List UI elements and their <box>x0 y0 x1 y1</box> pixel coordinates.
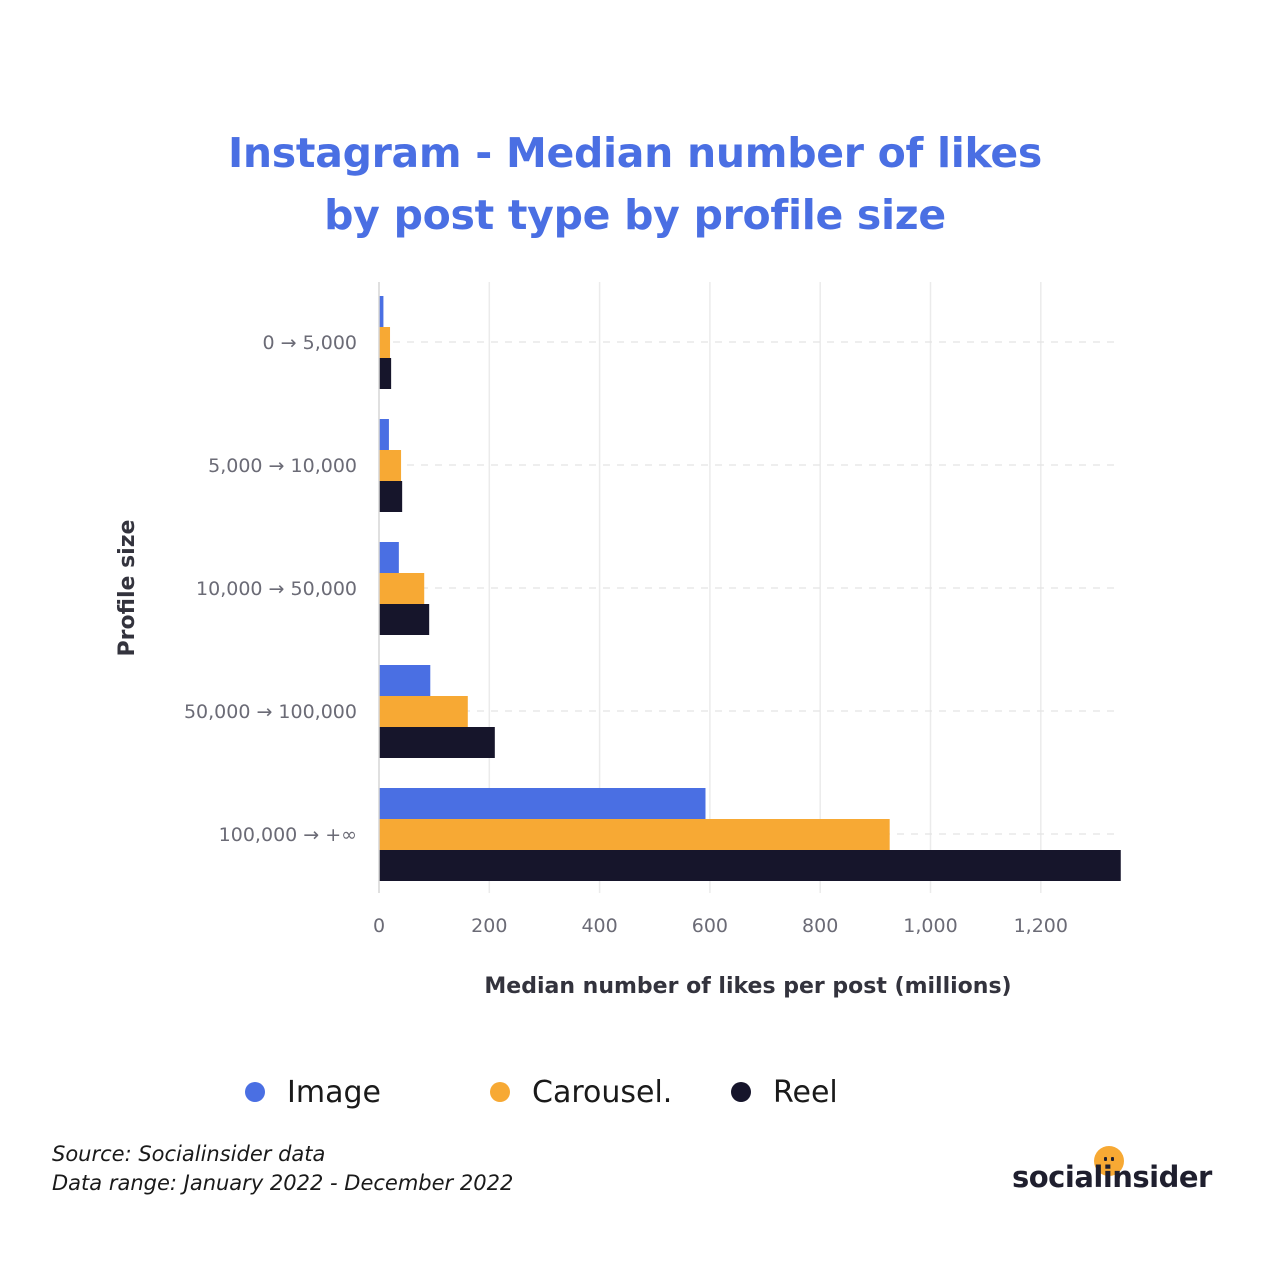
bar-image-3 <box>379 542 399 573</box>
brand-logo-eyes <box>1104 1157 1114 1161</box>
bar-reel-3 <box>379 604 430 635</box>
legend-item-reel: Reel <box>731 1070 838 1114</box>
source-line: Source: Socialinsider data <box>52 1142 326 1166</box>
x-tick-label: 1,200 <box>1014 915 1068 937</box>
legend-label-image: Image <box>287 1074 381 1110</box>
brand-logo-wordmark: socialinsider <box>1012 1160 1212 1194</box>
bar-carousel-2 <box>379 450 402 481</box>
bar-chart: 0 → 5,000 5,000 → 10,000 10,000 → 50,000 50… <box>115 282 1121 999</box>
x-tick-label: 400 <box>581 915 617 937</box>
legend-label-carousel: Carousel. <box>532 1074 673 1110</box>
data-range-line: Data range: January 2022 - December 2022 <box>52 1171 514 1195</box>
source-note: Source: Socialinsider data Data range: J… <box>52 1140 513 1198</box>
brand-logo-dot <box>1094 1146 1124 1176</box>
y-tick-label: 0 → 5,000 <box>263 332 357 354</box>
bar-reel-5 <box>379 850 1121 881</box>
x-tick-label: 200 <box>471 915 507 937</box>
legend-item-image: Image <box>245 1070 381 1114</box>
x-tick-label: 1,000 <box>903 915 957 937</box>
x-tick-label: 0 <box>373 915 385 937</box>
y-tick-label: 100,000 → +∞ <box>219 824 357 846</box>
y-tick-label: 50,000 → 100,000 <box>184 701 357 723</box>
x-axis-title: Median number of likes per post (million… <box>484 974 1011 999</box>
y-tick-label: 5,000 → 10,000 <box>208 455 357 477</box>
bar-reel-4 <box>379 727 495 758</box>
legend-dot-carousel <box>490 1082 510 1102</box>
bar-image-5 <box>379 788 706 819</box>
y-axis-title: Profile size <box>115 520 140 657</box>
chart-legend: Image Carousel. Reel <box>0 1070 1270 1114</box>
bar-image-1 <box>379 296 384 327</box>
y-tick-label: 10,000 → 50,000 <box>196 578 357 600</box>
bar-image-4 <box>379 665 431 696</box>
legend-dot-reel <box>731 1082 751 1102</box>
chart-title-line-2: by post type by profile size <box>324 191 946 239</box>
bar-reel-1 <box>379 358 392 389</box>
bar-image-2 <box>379 419 389 450</box>
bar-carousel-3 <box>379 573 425 604</box>
x-tick-label: 800 <box>802 915 838 937</box>
legend-item-carousel: Carousel. <box>490 1070 672 1114</box>
x-tick-label: 600 <box>692 915 728 937</box>
bar-carousel-5 <box>379 819 890 850</box>
legend-dot-image <box>245 1082 265 1102</box>
chart-title-line-1: Instagram - Median number of likes <box>227 129 1043 177</box>
bar-carousel-4 <box>379 696 468 727</box>
legend-label-reel: Reel <box>773 1074 838 1110</box>
bar-carousel-1 <box>379 327 391 358</box>
chart-title: Instagram - Median number of likes by po… <box>0 122 1270 246</box>
bar-reel-2 <box>379 481 403 512</box>
